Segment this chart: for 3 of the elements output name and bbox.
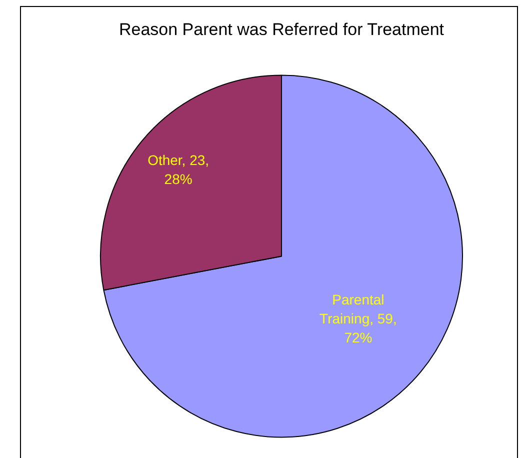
chart-title: Reason Parent was Referred for Treatment	[118, 20, 444, 39]
slice-label: Parental Training, 59, 72%	[320, 292, 397, 346]
slice-label: Other, 23, 28%	[148, 152, 210, 188]
